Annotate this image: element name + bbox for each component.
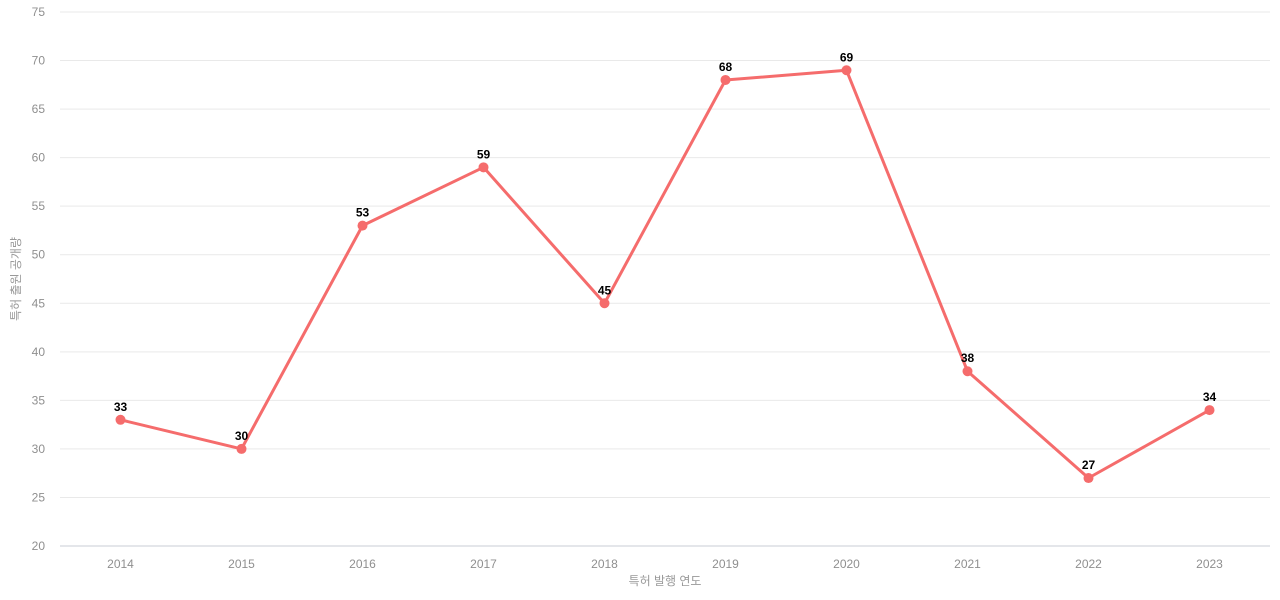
x-tick-label: 2016 xyxy=(349,557,376,571)
value-label: 45 xyxy=(598,283,612,297)
data-point[interactable] xyxy=(962,366,973,377)
x-tick-label: 2017 xyxy=(470,557,497,571)
series-group xyxy=(115,65,1215,484)
x-axis-title: 특허 발행 연도 xyxy=(629,573,702,588)
value-label: 69 xyxy=(840,50,854,64)
x-tick-label: 2015 xyxy=(228,557,255,571)
x-tick-label: 2020 xyxy=(833,557,860,571)
value-label: 34 xyxy=(1203,390,1217,404)
y-tick-label: 50 xyxy=(32,248,46,262)
data-point[interactable] xyxy=(478,162,489,173)
x-tick-label: 2021 xyxy=(954,557,981,571)
data-point[interactable] xyxy=(357,220,368,231)
y-tick-label: 70 xyxy=(32,54,46,68)
value-label: 30 xyxy=(235,429,249,443)
y-tick-label: 60 xyxy=(32,151,46,165)
value-labels-group: 33 30 53 59 45 68 69 38 27 34 xyxy=(114,50,1217,472)
y-tick-label: 45 xyxy=(32,296,46,310)
x-tick-label: 2022 xyxy=(1075,557,1102,571)
x-tick-label: 2018 xyxy=(591,557,618,571)
y-tick-label: 30 xyxy=(32,442,46,456)
x-tick-label: 2023 xyxy=(1196,557,1223,571)
data-point[interactable] xyxy=(841,65,852,76)
data-point[interactable] xyxy=(599,298,610,309)
value-label: 27 xyxy=(1082,458,1096,472)
x-tick-label: 2019 xyxy=(712,557,739,571)
data-point[interactable] xyxy=(236,443,247,454)
y-tick-label: 40 xyxy=(32,345,46,359)
x-tick-label: 2014 xyxy=(107,557,134,571)
y-tick-label: 75 xyxy=(32,5,46,19)
y-tick-label: 55 xyxy=(32,199,46,213)
series-line xyxy=(119,68,1211,480)
value-label: 53 xyxy=(356,206,370,220)
value-label: 38 xyxy=(961,351,975,365)
y-axis-title: 특허 출원 공개량 xyxy=(9,237,23,321)
axes-group: 20 25 30 35 40 45 50 55 60 65 70 75 2014 2015 2016 2017… xyxy=(32,5,1270,571)
data-point[interactable] xyxy=(720,74,731,85)
y-tick-label: 20 xyxy=(32,539,46,553)
y-tick-label: 35 xyxy=(32,393,46,407)
value-label: 33 xyxy=(114,400,128,414)
gridlines-group xyxy=(60,11,1270,498)
data-point[interactable] xyxy=(1204,405,1215,416)
y-tick-label: 65 xyxy=(32,102,46,116)
data-point[interactable] xyxy=(1083,473,1094,484)
data-point[interactable] xyxy=(115,414,126,425)
value-label: 68 xyxy=(719,60,733,74)
y-tick-label: 25 xyxy=(32,490,46,504)
value-label: 59 xyxy=(477,147,491,161)
